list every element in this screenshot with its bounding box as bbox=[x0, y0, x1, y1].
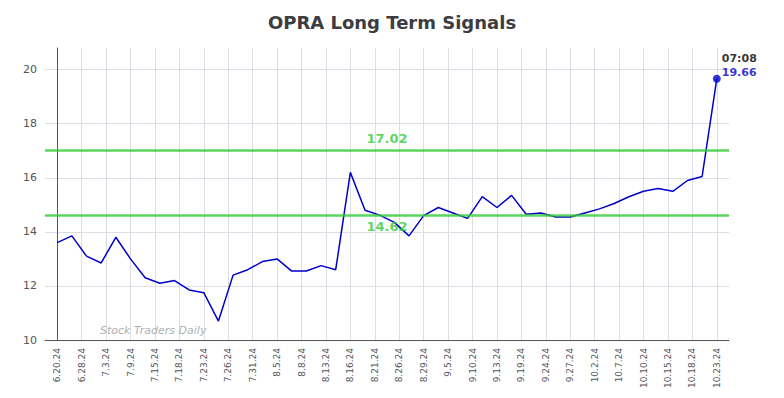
svg-text:7.3.24: 7.3.24 bbox=[101, 348, 111, 377]
svg-text:10.23.24: 10.23.24 bbox=[712, 348, 722, 388]
svg-text:18: 18 bbox=[23, 117, 37, 130]
svg-text:12: 12 bbox=[23, 279, 37, 292]
svg-text:7.31.24: 7.31.24 bbox=[248, 348, 258, 383]
svg-text:8.26.24: 8.26.24 bbox=[394, 348, 404, 383]
svg-text:9.19.24: 9.19.24 bbox=[516, 348, 526, 383]
svg-text:14.62: 14.62 bbox=[366, 219, 407, 234]
svg-text:8.16.24: 8.16.24 bbox=[345, 348, 355, 383]
svg-text:6.20.24: 6.20.24 bbox=[52, 348, 62, 383]
svg-text:20: 20 bbox=[23, 63, 37, 76]
svg-text:9.24.24: 9.24.24 bbox=[541, 348, 551, 383]
svg-text:8.8.24: 8.8.24 bbox=[297, 348, 307, 377]
svg-text:10.10.24: 10.10.24 bbox=[639, 348, 649, 388]
svg-text:8.5.24: 8.5.24 bbox=[272, 348, 282, 377]
svg-text:8.21.24: 8.21.24 bbox=[370, 348, 380, 383]
svg-text:19.66: 19.66 bbox=[722, 66, 757, 79]
svg-text:17.02: 17.02 bbox=[366, 131, 407, 146]
svg-text:7.15.24: 7.15.24 bbox=[150, 348, 160, 383]
svg-text:8.13.24: 8.13.24 bbox=[321, 348, 331, 383]
svg-text:10.15.24: 10.15.24 bbox=[663, 348, 673, 388]
svg-text:10.7.24: 10.7.24 bbox=[614, 348, 624, 383]
svg-text:16: 16 bbox=[23, 171, 37, 184]
svg-text:7.26.24: 7.26.24 bbox=[223, 348, 233, 383]
svg-text:10.2.24: 10.2.24 bbox=[590, 348, 600, 383]
svg-text:7.9.24: 7.9.24 bbox=[126, 348, 136, 377]
svg-text:10.18.24: 10.18.24 bbox=[687, 348, 697, 388]
svg-text:10: 10 bbox=[23, 334, 37, 347]
svg-text:OPRA Long Term Signals: OPRA Long Term Signals bbox=[268, 12, 516, 33]
svg-text:9.13.24: 9.13.24 bbox=[492, 348, 502, 383]
svg-text:Stock Traders Daily: Stock Traders Daily bbox=[100, 324, 207, 337]
svg-text:6.28.24: 6.28.24 bbox=[77, 348, 87, 383]
svg-text:9.27.24: 9.27.24 bbox=[565, 348, 575, 383]
svg-text:9.10.24: 9.10.24 bbox=[468, 348, 478, 383]
svg-text:7.23.24: 7.23.24 bbox=[199, 348, 209, 383]
svg-text:8.29.24: 8.29.24 bbox=[419, 348, 429, 383]
svg-text:9.5.24: 9.5.24 bbox=[443, 348, 453, 377]
svg-text:14: 14 bbox=[23, 225, 37, 238]
svg-text:07:08: 07:08 bbox=[722, 52, 757, 65]
svg-text:7.18.24: 7.18.24 bbox=[174, 348, 184, 383]
